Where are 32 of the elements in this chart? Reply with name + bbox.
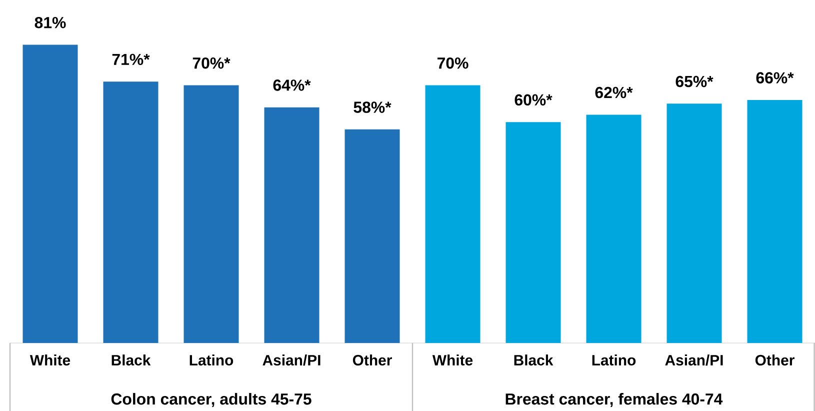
- text: Colon cancer, adults 45-75: [111, 392, 312, 408]
- data-label: 60%*: [514, 94, 552, 106]
- x-tick-label: Asian/PI: [262, 354, 320, 366]
- x-tick-label: White: [432, 354, 473, 366]
- bar: [264, 107, 320, 343]
- x-tick-label: Latino: [190, 354, 234, 366]
- data-label: 70%: [437, 57, 468, 69]
- bar: [425, 85, 480, 343]
- bar: [666, 104, 722, 343]
- bar: [747, 100, 802, 343]
- bar: [22, 44, 78, 343]
- data-label: 64%*: [273, 80, 311, 91]
- bar: [344, 129, 400, 343]
- text: Breast cancer, females 40-74: [506, 392, 723, 408]
- bar: [506, 122, 561, 343]
- x-tick-label: White: [30, 354, 70, 366]
- bar: [586, 114, 642, 343]
- data-label: 58%*: [354, 102, 392, 113]
- x-tick-label: Black: [514, 354, 554, 366]
- data-label: 70%*: [192, 57, 230, 69]
- data-label: 66%*: [756, 72, 794, 84]
- x-tick-label: Black: [112, 354, 151, 366]
- data-label: 62%*: [595, 86, 633, 98]
- x-tick-label: Other: [755, 354, 794, 366]
- bar: [103, 82, 158, 343]
- x-tick-label: Latino: [592, 354, 636, 366]
- data-label: 65%*: [676, 76, 714, 88]
- x-tick-label: Asian/PI: [665, 354, 723, 366]
- bar: [184, 85, 239, 343]
- x-tick-label: Other: [352, 354, 392, 366]
- data-label: 71%*: [112, 54, 150, 66]
- data-label: 81%: [34, 16, 66, 28]
